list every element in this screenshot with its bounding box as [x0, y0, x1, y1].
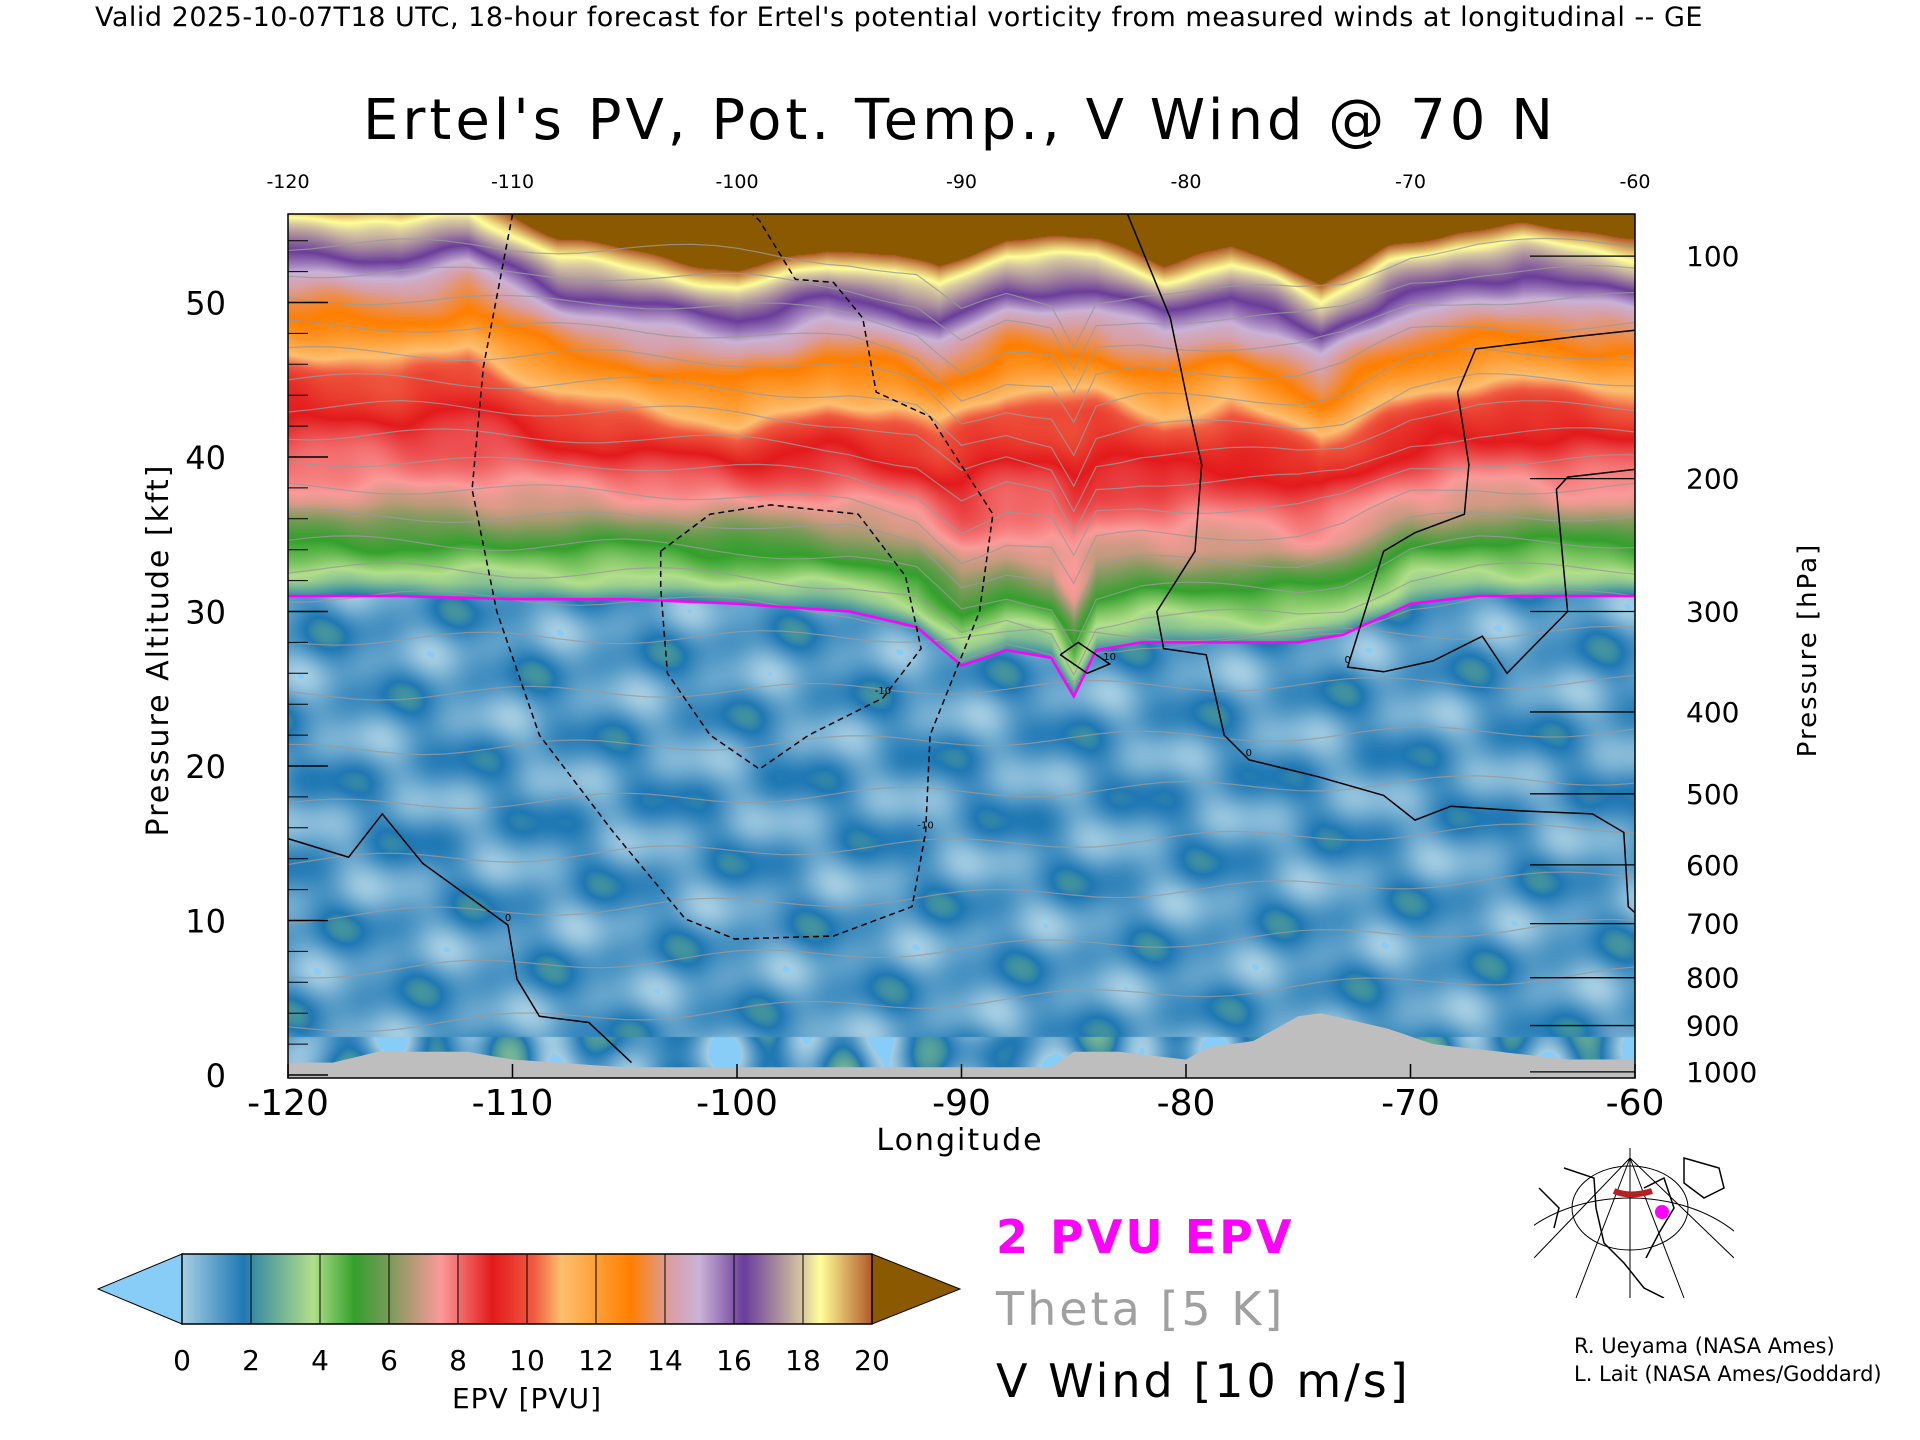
- colorbar-tick-label: 6: [380, 1344, 398, 1377]
- y2-axis-label: Pressure [hPa]: [1793, 543, 1823, 758]
- x-tick-label: -70: [1381, 1083, 1440, 1124]
- pvu-2-contour: [288, 594, 1635, 700]
- pressure-tick-label: 600: [1686, 849, 1739, 882]
- pressure-tick-label: 300: [1686, 596, 1739, 629]
- v-wind-contour-label: 0: [1246, 748, 1252, 759]
- credit-line-2: L. Lait (NASA Ames/Goddard): [1574, 1362, 1882, 1386]
- top-x-tick-label: -120: [266, 171, 309, 193]
- colorbar-label: EPV [PVU]: [452, 1382, 602, 1415]
- valid-time-caption: Valid 2025-10-07T18 UTC, 18-hour forecas…: [95, 2, 1703, 33]
- pressure-tick-label: 800: [1686, 962, 1739, 995]
- theta-contour: [287, 372, 1636, 488]
- location-marker: [1655, 1205, 1669, 1219]
- pressure-tick-label: 400: [1686, 696, 1739, 729]
- theta-contour: [287, 589, 1636, 699]
- pressure-tick-label: 700: [1686, 908, 1739, 941]
- y-tick-label: 20: [185, 748, 226, 786]
- theta-contour: [287, 674, 1636, 701]
- chart-title: Ertel's PV, Pot. Temp., V Wind @ 70 N: [362, 88, 1558, 153]
- pressure-tick-label: 900: [1686, 1010, 1739, 1043]
- y-tick-label: 0: [206, 1057, 226, 1095]
- colorbar-tick-label: 12: [578, 1344, 614, 1377]
- x-tick-label: -110: [472, 1083, 554, 1124]
- theta-contour: [287, 871, 1636, 925]
- colorbar-tick-label: 14: [647, 1344, 683, 1377]
- theta-contour: [287, 427, 1636, 535]
- pressure-tick-label: 100: [1686, 240, 1739, 273]
- colorbar-over-arrow: [871, 1253, 962, 1325]
- terrain: [288, 1013, 1635, 1078]
- x-tick-label: -120: [247, 1083, 329, 1124]
- y-tick-label: 40: [185, 439, 226, 477]
- v-wind-contour: [659, 504, 922, 771]
- x-tick-label: -80: [1157, 1083, 1216, 1124]
- colorbar-tick-label: 20: [854, 1344, 890, 1377]
- theta-contour: [287, 399, 1636, 513]
- meridian: [1629, 1157, 1685, 1298]
- meridian: [1575, 1157, 1631, 1298]
- colorbar-tick-label: 4: [311, 1344, 329, 1377]
- v-wind-contour-label: -10: [917, 820, 933, 831]
- meridian: [1629, 1157, 1734, 1259]
- top-x-tick-label: -100: [715, 171, 758, 193]
- x-axis-label: Longitude: [876, 1123, 1043, 1158]
- v-wind-contour-label: -10: [875, 686, 891, 697]
- x-tick-label: -90: [932, 1083, 991, 1124]
- x-tick-label: -100: [696, 1083, 778, 1124]
- v-wind-contour-label: 10: [1103, 652, 1116, 663]
- latitude-circle: [1534, 1197, 1734, 1232]
- theta-contour: [287, 562, 1636, 677]
- top-x-tick-label: -110: [491, 171, 534, 193]
- pressure-tick-label: 1000: [1686, 1056, 1757, 1089]
- credit-line-1: R. Ueyama (NASA Ames): [1574, 1334, 1835, 1358]
- x-tick-label: -60: [1606, 1083, 1665, 1124]
- theta-contour: [287, 508, 1636, 618]
- theta-contour: [287, 264, 1636, 371]
- v-wind-contour: [1059, 641, 1112, 675]
- top-x-tick-label: -90: [946, 171, 977, 193]
- theta-contour: [287, 482, 1636, 585]
- colorbar-under-arrow: [96, 1253, 183, 1325]
- colorbar-tick-label: 10: [509, 1344, 545, 1377]
- v-wind-contour-label: 0: [505, 913, 511, 924]
- theta-contour: [287, 319, 1636, 424]
- meridian: [1534, 1157, 1631, 1259]
- theta-contour: [287, 966, 1636, 1033]
- pressure-tick-label: 500: [1686, 778, 1739, 811]
- theta-contour: [287, 918, 1636, 979]
- legend-theta: Theta [5 K]: [996, 1282, 1286, 1336]
- colorbar-tick-label: 18: [785, 1344, 821, 1377]
- colorbar-tick-label: 2: [242, 1344, 260, 1377]
- top-x-tick-label: -60: [1619, 171, 1650, 193]
- top-x-tick-label: -70: [1395, 171, 1426, 193]
- v-wind-contour: [287, 812, 633, 1064]
- v-wind-contour: [1126, 214, 1636, 914]
- y-tick-label: 50: [185, 285, 226, 323]
- theta-contour: [287, 291, 1636, 395]
- colorbar-tick-label: 8: [449, 1344, 467, 1377]
- legend-2pvu: 2 PVU EPV: [996, 1210, 1295, 1264]
- v-wind-contour: [1346, 329, 1636, 675]
- theta-contour: [287, 345, 1636, 457]
- theta-contour: [287, 823, 1636, 866]
- y-tick-label: 10: [185, 903, 226, 941]
- theta-contour: [287, 237, 1636, 350]
- legend-vwind: V Wind [10 m/s]: [996, 1354, 1411, 1408]
- locator-map: [1534, 1148, 1734, 1298]
- top-x-tick-label: -80: [1170, 171, 1201, 193]
- y-tick-label: 30: [185, 594, 226, 632]
- colorbar-tick-label: 0: [173, 1344, 191, 1377]
- theta-contour: [287, 726, 1636, 756]
- theta-contour: [287, 454, 1636, 557]
- theta-contour: [287, 535, 1636, 650]
- cross-section-path: [1612, 1188, 1653, 1198]
- theta-contour: [287, 625, 1636, 646]
- v-wind-contour-label: 0: [1344, 655, 1350, 666]
- theta-contour: [287, 775, 1636, 810]
- coastline: [1538, 1157, 1725, 1298]
- y-axis-label: Pressure Altitude [kft]: [141, 464, 176, 837]
- colorbar-tick-label: 16: [716, 1344, 752, 1377]
- pressure-tick-label: 200: [1686, 463, 1739, 496]
